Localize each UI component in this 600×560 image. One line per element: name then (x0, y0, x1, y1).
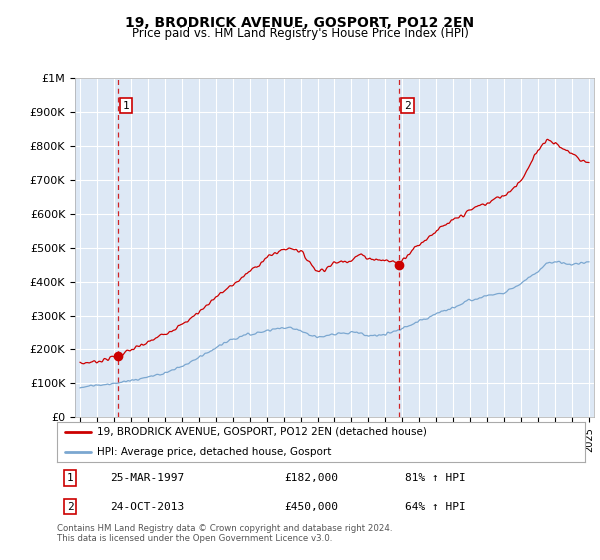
Text: 19, BRODRICK AVENUE, GOSPORT, PO12 2EN (detached house): 19, BRODRICK AVENUE, GOSPORT, PO12 2EN (… (97, 427, 427, 437)
Text: 2: 2 (404, 100, 411, 110)
Text: £182,000: £182,000 (284, 473, 338, 483)
Text: 19, BRODRICK AVENUE, GOSPORT, PO12 2EN: 19, BRODRICK AVENUE, GOSPORT, PO12 2EN (125, 16, 475, 30)
Text: 81% ↑ HPI: 81% ↑ HPI (406, 473, 466, 483)
Text: 24-OCT-2013: 24-OCT-2013 (110, 502, 184, 511)
Text: 1: 1 (123, 100, 130, 110)
Text: HPI: Average price, detached house, Gosport: HPI: Average price, detached house, Gosp… (97, 447, 331, 457)
Text: Price paid vs. HM Land Registry's House Price Index (HPI): Price paid vs. HM Land Registry's House … (131, 27, 469, 40)
Text: 64% ↑ HPI: 64% ↑ HPI (406, 502, 466, 511)
Text: 25-MAR-1997: 25-MAR-1997 (110, 473, 184, 483)
Text: Contains HM Land Registry data © Crown copyright and database right 2024.
This d: Contains HM Land Registry data © Crown c… (57, 524, 392, 543)
Text: £450,000: £450,000 (284, 502, 338, 511)
Text: 1: 1 (67, 473, 74, 483)
Text: 2: 2 (67, 502, 74, 511)
